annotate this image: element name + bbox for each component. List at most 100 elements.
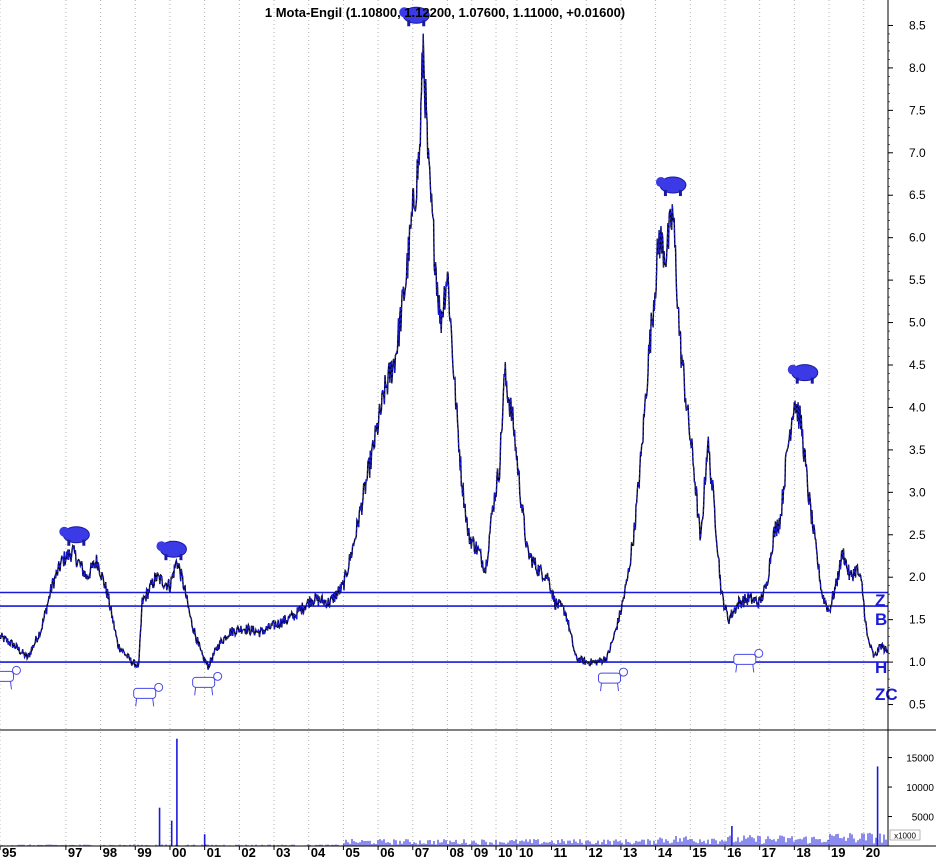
bull-leg <box>211 687 214 696</box>
volume-axis: 5000 10000 15000 x1000 <box>888 754 934 841</box>
bear-head <box>655 177 666 188</box>
bull-leg <box>194 687 197 696</box>
price-tick-label: 7.5 <box>909 103 926 117</box>
volume-tick-label: 10000 <box>906 783 934 794</box>
time-tick-label: 11 <box>554 845 568 860</box>
volume-unit-label: x1000 <box>894 832 916 841</box>
bear-leg <box>663 190 667 197</box>
volume-bars <box>1 738 887 846</box>
signal-letter: H <box>875 658 887 677</box>
time-tick-label: 99 <box>137 845 151 860</box>
chart-title: 1 Mota-Engil (1.10800, 1.12200, 1.07600,… <box>265 5 625 20</box>
bull-leg <box>752 664 755 673</box>
signal-letter: B <box>875 610 887 629</box>
bear-leg <box>795 377 799 384</box>
bear-icon <box>399 6 430 27</box>
bear-leg <box>678 190 682 197</box>
price-tick-label: 1.0 <box>909 655 926 669</box>
time-tick-label: 03 <box>276 845 290 860</box>
bear-icon <box>59 526 90 546</box>
bear-leg <box>179 554 183 561</box>
time-tick-label: 09 <box>474 845 488 860</box>
bear-head <box>787 364 798 375</box>
bear-head <box>59 526 70 537</box>
time-tick-label: 15 <box>692 845 706 860</box>
time-tick-label: 06 <box>380 845 394 860</box>
price-axis: 0.5 1.0 1.5 2.0 2.5 3.0 3.5 4.0 4.5 5.0 5.5 6.0 6.5 7… <box>888 18 926 712</box>
price-tick-label: 6.0 <box>909 231 926 245</box>
bear-icon <box>655 176 687 197</box>
grid-lines <box>0 0 865 846</box>
price-tick-label: 5.0 <box>909 316 926 330</box>
bear-icon <box>787 364 819 384</box>
price-tick-label: 0.5 <box>909 698 926 712</box>
time-tick-label: 95 <box>2 845 16 860</box>
time-tick-label: 10 <box>519 845 533 860</box>
signal-markers: ZB H ZC <box>0 6 898 707</box>
price-tick-label: 4.0 <box>909 400 926 414</box>
time-tick-label: 07 <box>415 845 429 860</box>
signal-letter: Z <box>875 591 885 610</box>
bull-icon <box>133 682 164 707</box>
bull-body <box>733 653 757 665</box>
bear-leg <box>164 554 168 561</box>
bull-head <box>754 648 764 658</box>
bull-leg <box>617 683 619 692</box>
price-tick-label: 3.0 <box>909 485 926 499</box>
bear-leg <box>810 377 814 384</box>
bull-icon <box>598 667 628 692</box>
bear-leg <box>422 20 426 27</box>
time-tick-label: 08 <box>449 845 463 860</box>
price-line-dark <box>0 33 889 670</box>
bull-icon <box>192 671 223 696</box>
bull-head <box>213 671 223 681</box>
bull-body <box>0 670 14 682</box>
bull-leg <box>135 698 138 707</box>
time-tick-label: 12 <box>588 845 602 860</box>
time-tick-label: 05 <box>345 845 359 860</box>
volume-tick-label: 15000 <box>906 754 934 765</box>
price-tick-label: 8.0 <box>909 61 926 75</box>
price-line <box>0 33 889 670</box>
bull-body <box>598 672 621 684</box>
time-tick-label: 18 <box>796 845 810 860</box>
price-tick-label: 1.5 <box>909 613 926 627</box>
time-tick-label: 20 <box>866 845 880 860</box>
price-tick-label: 7.0 <box>909 146 926 160</box>
price-tick-label: 2.0 <box>909 570 926 584</box>
signal-letter: ZC <box>875 685 898 704</box>
time-tick-label: 19 <box>831 845 845 860</box>
price-tick-label: 4.5 <box>909 358 926 372</box>
time-tick-label: 98 <box>103 845 117 860</box>
time-tick-label: 02 <box>241 845 255 860</box>
time-tick-label: 04 <box>311 845 326 860</box>
time-tick-label: 10 <box>498 845 512 860</box>
price-tick-label: 2.5 <box>909 528 926 542</box>
time-tick-label: 17 <box>762 845 776 860</box>
bull-body <box>133 687 157 699</box>
time-tick-label: 97 <box>68 845 82 860</box>
bear-leg <box>82 539 86 546</box>
bull-icon <box>733 648 764 673</box>
bear-icon <box>156 540 187 561</box>
bear-leg <box>67 539 71 546</box>
time-axis: 95 97 98 99 00 01 02 03 04 05 06 07 08 09 10 10 11 12 13 14… <box>0 845 880 860</box>
time-tick-label: 16 <box>727 845 741 860</box>
time-tick-label: 00 <box>172 845 186 860</box>
bear-leg <box>407 20 411 27</box>
price-tick-label: 8.5 <box>909 18 926 32</box>
bull-body <box>192 676 216 688</box>
price-tick-label: 3.5 <box>909 443 926 457</box>
volume-unit-box <box>889 829 921 841</box>
bull-head <box>619 667 628 677</box>
time-tick-label: 01 <box>207 845 221 860</box>
time-tick-label: 14 <box>658 845 673 860</box>
bull-leg <box>152 698 155 707</box>
bull-icon <box>0 665 21 690</box>
price-tick-label: 6.5 <box>909 188 926 202</box>
bear-head <box>399 7 410 18</box>
price-plot <box>0 33 889 670</box>
bear-head <box>156 541 167 552</box>
